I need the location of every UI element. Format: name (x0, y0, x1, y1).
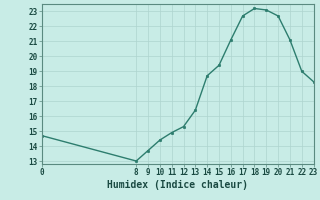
X-axis label: Humidex (Indice chaleur): Humidex (Indice chaleur) (107, 180, 248, 190)
